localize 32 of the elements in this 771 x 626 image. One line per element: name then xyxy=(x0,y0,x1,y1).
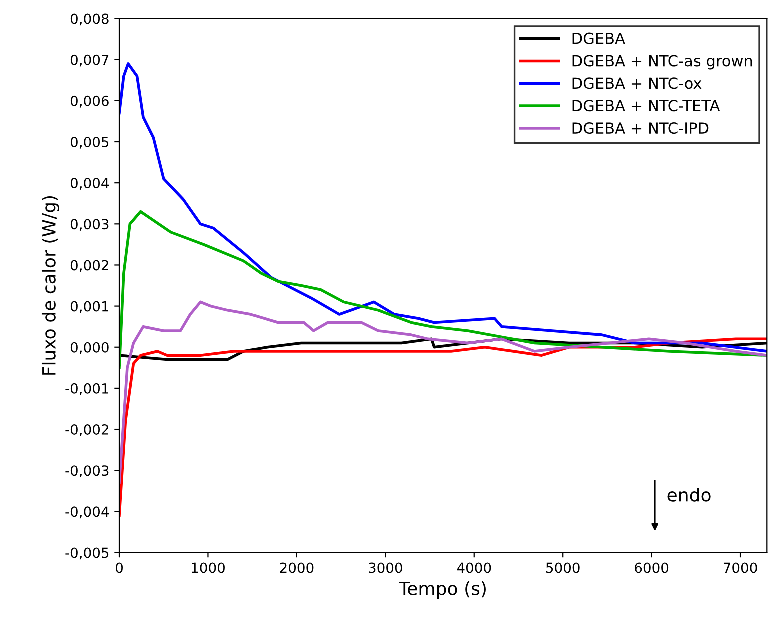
legend-label: DGEBA + NTC-ox xyxy=(572,78,702,90)
x-tick-label: 2000 xyxy=(280,562,314,574)
x-tick-label: 6000 xyxy=(635,562,669,574)
y-tick-label: -0,003 xyxy=(66,466,109,478)
y-tick-label: 0,000 xyxy=(70,342,109,354)
y-tick-label: 0,001 xyxy=(70,301,108,314)
y-tick-label: 0,006 xyxy=(70,96,109,108)
line-series xyxy=(120,300,768,484)
y-tick-label: 0,008 xyxy=(70,14,109,26)
legend-label: DGEBA + NTC-TETA xyxy=(572,100,720,112)
y-tick-label: -0,004 xyxy=(66,506,110,519)
y-tick-label: 0,003 xyxy=(70,219,109,232)
y-tick-label: -0,005 xyxy=(66,548,109,560)
y-tick-label: -0,001 xyxy=(66,383,108,396)
x-tick-label: 1000 xyxy=(192,562,225,574)
legend-label: DGEBA + NTC-IPD xyxy=(572,122,709,134)
y-tick-label: -0,002 xyxy=(66,424,108,436)
x-tick-label: 5000 xyxy=(546,562,580,574)
y-tick-label: 0,004 xyxy=(70,178,110,190)
y-tick-label: 0,005 xyxy=(70,136,109,149)
line-series xyxy=(120,210,768,370)
y-tick-label: 0,007 xyxy=(70,54,109,67)
x-tick-label: 4000 xyxy=(457,562,492,574)
x-axis-title: Tempo (s) xyxy=(399,581,486,599)
x-tick-label: 3000 xyxy=(369,562,402,574)
legend-label: DGEBA xyxy=(572,32,626,44)
legend-label: DGEBA + NTC-as grown xyxy=(572,55,752,70)
x-tick-label: 0 xyxy=(116,562,123,574)
x-tick-label: 7000 xyxy=(724,562,758,574)
y-axis-title: Fluxo de calor (W/g) xyxy=(42,196,60,375)
y-tick-label: 0,002 xyxy=(70,260,108,272)
annotation: endo xyxy=(668,488,711,502)
